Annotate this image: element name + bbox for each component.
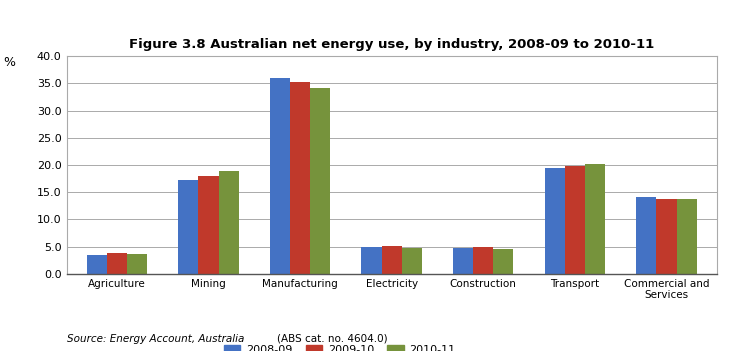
Text: (ABS cat. no. 4604.0): (ABS cat. no. 4604.0)	[277, 334, 388, 344]
Bar	[361, 246, 381, 274]
Bar	[402, 248, 422, 274]
Bar	[127, 254, 147, 274]
Bar	[270, 78, 290, 274]
Bar	[545, 168, 565, 274]
Bar	[676, 199, 697, 274]
Bar	[636, 197, 656, 274]
Bar	[290, 82, 310, 274]
Bar	[585, 164, 605, 274]
Bar	[381, 246, 402, 274]
Bar	[86, 255, 107, 274]
Bar	[473, 246, 494, 274]
Bar	[494, 249, 514, 274]
Bar	[656, 199, 676, 274]
Bar	[107, 253, 127, 274]
Bar	[310, 88, 330, 274]
Bar	[453, 248, 473, 274]
Legend: 2008-09, 2009-10, 2010-11: 2008-09, 2009-10, 2010-11	[219, 340, 460, 351]
Text: Source: Energy Account, Australia: Source: Energy Account, Australia	[67, 334, 247, 344]
Bar	[219, 172, 239, 274]
Text: %: %	[4, 56, 16, 69]
Title: Figure 3.8 Australian net energy use, by industry, 2008-09 to 2010-11: Figure 3.8 Australian net energy use, by…	[129, 38, 654, 51]
Bar	[565, 166, 585, 274]
Bar	[178, 180, 198, 274]
Bar	[198, 177, 219, 274]
